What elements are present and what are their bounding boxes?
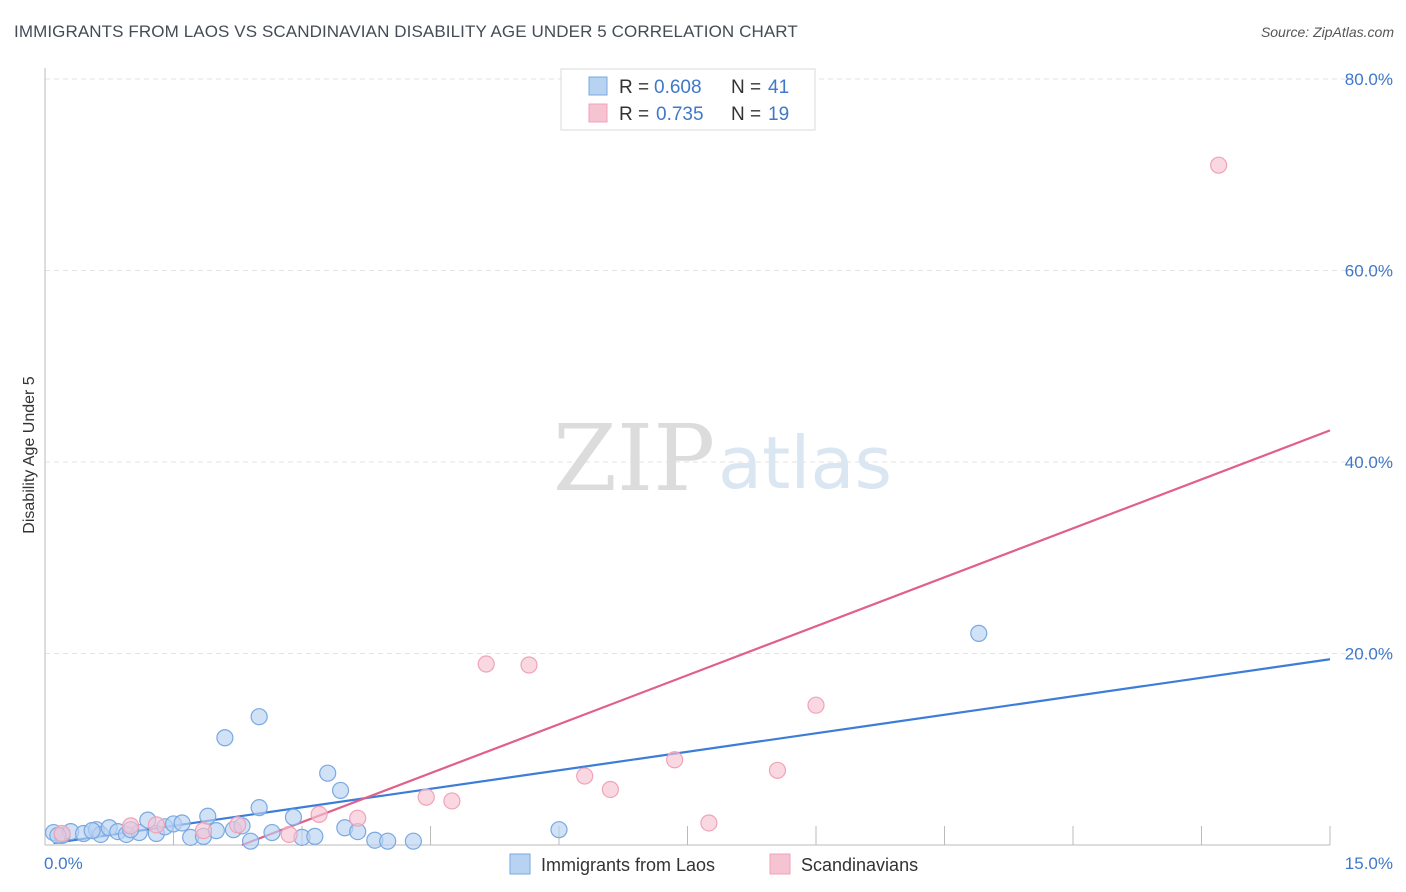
data-point-laos bbox=[250, 708, 268, 726]
y-tick-labels: 20.0% 40.0% 60.0% 80.0% bbox=[1345, 70, 1393, 664]
legend-r-label-laos: R = bbox=[619, 77, 649, 98]
bottom-legend-label-scandinavians: Scandinavians bbox=[801, 855, 918, 875]
y-tick-label-60: 60.0% bbox=[1345, 262, 1393, 281]
legend-swatch-laos bbox=[588, 76, 608, 96]
data-point-laos bbox=[242, 832, 260, 850]
data-point-laos bbox=[216, 729, 234, 747]
watermark-atlas: atlas bbox=[718, 421, 892, 505]
data-point-laos bbox=[284, 808, 303, 826]
data-point-scandinavians bbox=[53, 824, 71, 843]
data-point-scandinavians bbox=[520, 656, 538, 674]
bottom-legend: Immigrants from Laos Scandinavians bbox=[509, 853, 918, 875]
data-point-scandinavians bbox=[576, 767, 594, 785]
data-point-scandinavians bbox=[601, 780, 620, 799]
data-point-laos bbox=[306, 827, 324, 845]
data-point-scandinavians bbox=[349, 809, 367, 827]
source-label: Source: ZipAtlas.com bbox=[1260, 24, 1394, 40]
data-point-laos bbox=[83, 822, 101, 840]
data-point-scandinavians bbox=[768, 761, 787, 779]
trend-line-0 bbox=[53, 658, 1331, 845]
data-point-scandinavians bbox=[807, 696, 825, 714]
data-point-scandinavians bbox=[443, 792, 461, 810]
data-point-scandinavians bbox=[147, 816, 165, 834]
x-tick-max: 15.0% bbox=[1345, 854, 1393, 873]
data-point-laos bbox=[331, 781, 350, 800]
grid-lines bbox=[45, 78, 1392, 654]
data-points bbox=[44, 156, 1228, 850]
legend-n-label-scandinavians: N = bbox=[731, 104, 761, 125]
data-point-scandinavians bbox=[229, 816, 247, 834]
data-point-scandinavians bbox=[417, 788, 435, 806]
watermark-zip: ZIP bbox=[553, 405, 715, 512]
data-point-laos bbox=[199, 807, 217, 825]
legend-swatch-scandinavians bbox=[588, 103, 608, 123]
data-point-scandinavians bbox=[194, 822, 213, 840]
data-point-scandinavians bbox=[666, 751, 684, 769]
data-point-laos bbox=[404, 832, 422, 850]
data-point-laos bbox=[550, 821, 568, 839]
data-point-scandinavians bbox=[122, 817, 140, 835]
legend-n-value-scandinavians: 19 bbox=[768, 104, 789, 125]
legend: R = 0.608 N = 41 R = 0.735 N = 19 bbox=[560, 68, 816, 131]
y-tick-label-40: 40.0% bbox=[1345, 453, 1393, 472]
chart-title: IMMIGRANTS FROM LAOS VS SCANDINAVIAN DIS… bbox=[14, 22, 798, 41]
data-point-laos bbox=[250, 799, 268, 817]
data-point-laos bbox=[263, 823, 281, 842]
legend-r-label-scandinavians: R = bbox=[619, 104, 649, 125]
y-tick-label-20: 20.0% bbox=[1345, 645, 1393, 664]
bottom-legend-swatch-laos bbox=[509, 853, 531, 875]
data-point-scandinavians bbox=[310, 805, 328, 823]
legend-r-value-scandinavians: 0.735 bbox=[656, 104, 704, 125]
data-point-scandinavians bbox=[700, 814, 718, 832]
data-point-scandinavians bbox=[280, 825, 298, 844]
bottom-legend-label-laos: Immigrants from Laos bbox=[541, 855, 715, 875]
bottom-legend-swatch-scandinavians bbox=[769, 853, 791, 875]
y-tick-label-80: 80.0% bbox=[1345, 70, 1393, 89]
data-point-laos bbox=[173, 814, 191, 832]
y-axis-label: Disability Age Under 5 bbox=[21, 376, 38, 534]
data-point-scandinavians bbox=[1210, 156, 1228, 174]
x-tick-min: 0.0% bbox=[44, 854, 83, 873]
data-point-laos bbox=[379, 832, 397, 850]
data-point-scandinavians bbox=[477, 655, 495, 673]
legend-n-value-laos: 41 bbox=[768, 77, 789, 98]
axes bbox=[44, 68, 1331, 846]
data-point-laos bbox=[319, 764, 337, 782]
legend-r-value-laos: 0.608 bbox=[654, 77, 702, 98]
trend-line-1 bbox=[241, 429, 1331, 847]
data-point-laos bbox=[970, 624, 988, 642]
watermark: ZIP atlas bbox=[553, 405, 892, 512]
legend-n-label-laos: N = bbox=[731, 77, 761, 98]
